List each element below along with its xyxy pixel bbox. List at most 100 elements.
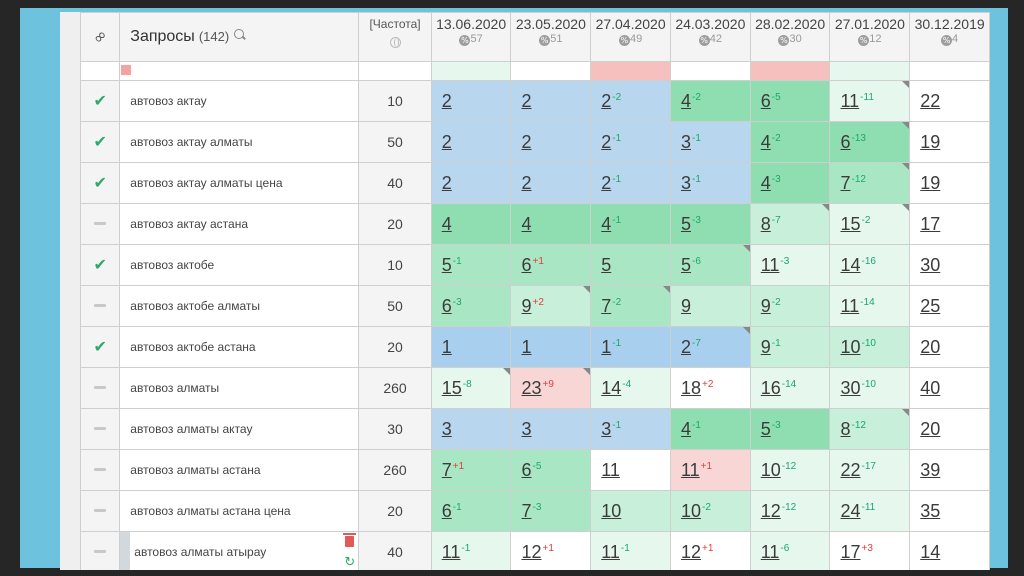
- position-link[interactable]: 14: [840, 254, 861, 275]
- position-cell[interactable]: 1-1: [590, 326, 671, 368]
- position-link[interactable]: 3: [680, 172, 691, 193]
- position-link[interactable]: 14: [920, 541, 941, 562]
- position-cell[interactable]: 22-17: [829, 449, 911, 491]
- position-cell[interactable]: 15-8: [430, 367, 512, 409]
- table-row[interactable]: ✔ автовоз актау алматы цена 40 2 2 2-1 3-1 4-3 7…: [79, 162, 990, 204]
- globe-icon[interactable]: [389, 37, 401, 48]
- position-link[interactable]: 40: [920, 377, 941, 398]
- position-link[interactable]: 17: [920, 213, 941, 234]
- status-cell[interactable]: [79, 449, 121, 491]
- query-cell[interactable]: автовоз актау астана: [119, 203, 360, 245]
- position-cell[interactable]: 1: [510, 326, 592, 368]
- frequency-column-header[interactable]: [Частота]: [358, 12, 432, 62]
- position-link[interactable]: 11: [441, 541, 461, 562]
- position-link[interactable]: 2: [441, 131, 452, 152]
- date-column-header[interactable]: 30.12.2019% 4: [909, 12, 990, 62]
- position-cell[interactable]: 40: [909, 367, 990, 409]
- position-link[interactable]: 2: [521, 90, 532, 111]
- position-cell[interactable]: 2-1: [590, 121, 671, 163]
- link-icon[interactable]: ∞: [88, 25, 112, 48]
- position-cell[interactable]: 7-3: [510, 490, 592, 532]
- position-link[interactable]: 4: [760, 131, 771, 152]
- date-column-header[interactable]: 13.06.2020% 57: [430, 12, 512, 62]
- position-link[interactable]: 10: [760, 459, 781, 480]
- dash-icon[interactable]: [94, 550, 107, 554]
- table-row[interactable]: автовоз актау астана 20 4 4 4-1 5-3 8-7 15-2 17: [79, 203, 990, 245]
- position-link[interactable]: 7: [521, 500, 532, 521]
- position-link[interactable]: 4: [441, 213, 452, 234]
- position-link[interactable]: 10: [840, 336, 861, 357]
- query-cell[interactable]: автовоз актау: [119, 80, 360, 122]
- table-row[interactable]: автовоз алматы астана цена 20 6-1 7-3 10 10-2…: [79, 490, 990, 532]
- position-link[interactable]: 1: [601, 336, 612, 357]
- position-link[interactable]: 6: [840, 131, 851, 152]
- position-link[interactable]: 19: [920, 131, 941, 152]
- position-link[interactable]: 20: [920, 336, 941, 357]
- position-link[interactable]: 11: [840, 295, 860, 316]
- status-cell[interactable]: ✔: [79, 326, 121, 368]
- check-icon[interactable]: ✔: [93, 337, 107, 356]
- position-link[interactable]: 18: [680, 377, 702, 398]
- position-cell[interactable]: 10-2: [669, 490, 751, 532]
- position-cell[interactable]: 11-3: [749, 244, 831, 286]
- position-link[interactable]: 2: [601, 90, 612, 111]
- position-link[interactable]: 2: [521, 131, 532, 152]
- position-link[interactable]: 4: [680, 418, 691, 439]
- position-cell[interactable]: 12+1: [510, 531, 592, 570]
- position-link[interactable]: 23: [521, 377, 542, 398]
- position-link[interactable]: 6: [521, 254, 532, 275]
- status-cell[interactable]: [79, 285, 121, 327]
- position-cell[interactable]: 11-1: [590, 531, 671, 570]
- position-cell[interactable]: 6-3: [430, 285, 512, 327]
- status-cell[interactable]: ✔: [79, 121, 121, 163]
- position-cell[interactable]: 11-6: [749, 531, 831, 570]
- position-cell[interactable]: 8-7: [749, 203, 831, 245]
- position-cell[interactable]: 4: [430, 203, 512, 245]
- position-cell[interactable]: 12-12: [749, 490, 831, 532]
- position-cell[interactable]: 11+1: [669, 449, 751, 491]
- position-link[interactable]: 11: [760, 254, 780, 275]
- position-cell[interactable]: 5-1: [430, 244, 512, 286]
- position-link[interactable]: 10: [601, 500, 622, 521]
- position-link[interactable]: 4: [680, 90, 691, 111]
- position-cell[interactable]: 20: [909, 326, 990, 368]
- position-link[interactable]: 19: [920, 172, 941, 193]
- position-link[interactable]: 22: [840, 459, 861, 480]
- position-link[interactable]: 3: [601, 418, 612, 439]
- query-cell[interactable]: автовоз алматы атырау ↻: [119, 531, 360, 570]
- status-cell[interactable]: [79, 408, 121, 450]
- position-link[interactable]: 12: [521, 541, 542, 562]
- table-row[interactable]: ✔ автовоз актау 10 2 2 2-2 4-2 6-5 11-11 22: [79, 80, 990, 122]
- position-link[interactable]: 9: [760, 336, 771, 357]
- position-link[interactable]: 11: [601, 541, 620, 562]
- position-link[interactable]: 1: [521, 336, 532, 357]
- status-cell[interactable]: [79, 531, 121, 570]
- position-cell[interactable]: 7-12: [829, 162, 911, 204]
- position-cell[interactable]: 3: [510, 408, 592, 450]
- position-cell[interactable]: 1: [430, 326, 512, 368]
- position-link[interactable]: 2: [601, 172, 612, 193]
- position-cell[interactable]: 25: [909, 285, 990, 327]
- position-cell[interactable]: 3-1: [669, 162, 751, 204]
- check-icon[interactable]: ✔: [93, 91, 107, 110]
- position-cell[interactable]: 10-10: [829, 326, 911, 368]
- position-link[interactable]: 2: [521, 172, 532, 193]
- position-link[interactable]: 4: [760, 172, 771, 193]
- position-cell[interactable]: 11: [590, 449, 671, 491]
- table-row[interactable]: автовоз алматы атырау ↻ 40 11-1 12+1 11-1 12+1…: [79, 531, 990, 570]
- table-row[interactable]: автовоз актобе алматы 50 6-3 9+2 7-2 9 9-2 11-1…: [79, 285, 990, 327]
- date-column-header[interactable]: 27.04.2020% 49: [590, 12, 671, 62]
- dash-icon[interactable]: [94, 468, 107, 472]
- date-column-header[interactable]: 24.03.2020% 42: [669, 12, 751, 62]
- table-row[interactable]: ✔ автовоз актау алматы 50 2 2 2-1 3-1 4-2 6-13 19: [79, 121, 990, 163]
- query-cell[interactable]: автовоз алматы: [119, 367, 360, 409]
- position-link[interactable]: 5: [680, 254, 691, 275]
- position-link[interactable]: 12: [760, 500, 781, 521]
- position-link[interactable]: 6: [441, 295, 452, 316]
- position-cell[interactable]: 4-1: [590, 203, 671, 245]
- position-link[interactable]: 14: [601, 377, 622, 398]
- position-cell[interactable]: 16-14: [749, 367, 831, 409]
- query-cell[interactable]: автовоз актау алматы: [119, 121, 360, 163]
- dash-icon[interactable]: [94, 222, 107, 226]
- position-link[interactable]: 9: [521, 295, 532, 316]
